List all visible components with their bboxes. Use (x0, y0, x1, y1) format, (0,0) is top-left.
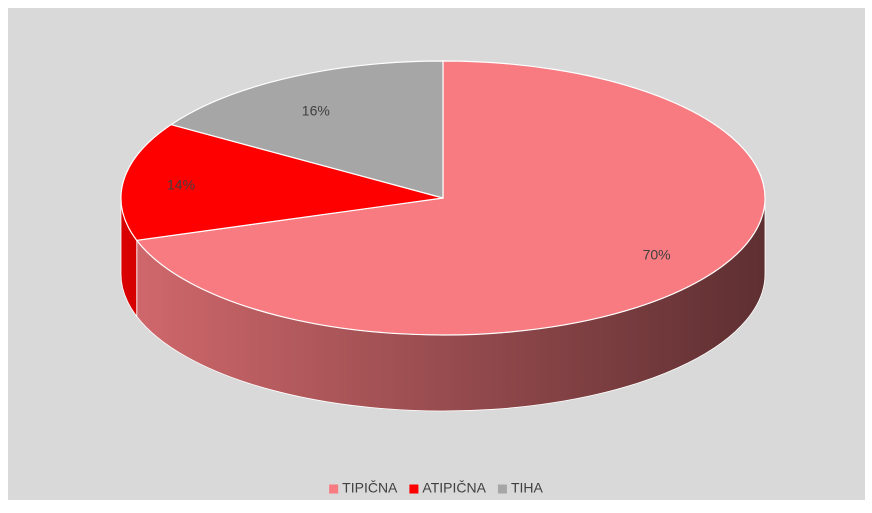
data-label: 16% (302, 102, 330, 118)
data-label: 70% (643, 247, 671, 263)
data-label: 14% (167, 176, 195, 192)
legend-swatch (497, 484, 507, 494)
slice (120, 123, 444, 241)
legend-swatch (329, 484, 339, 494)
legend-label: ATIPIČNA (422, 480, 486, 496)
legend-label: TIPIČNA (342, 480, 398, 496)
legend-label: TIHA (511, 480, 544, 496)
slice (169, 60, 444, 199)
legend-swatch (409, 484, 419, 494)
slice (135, 60, 766, 336)
